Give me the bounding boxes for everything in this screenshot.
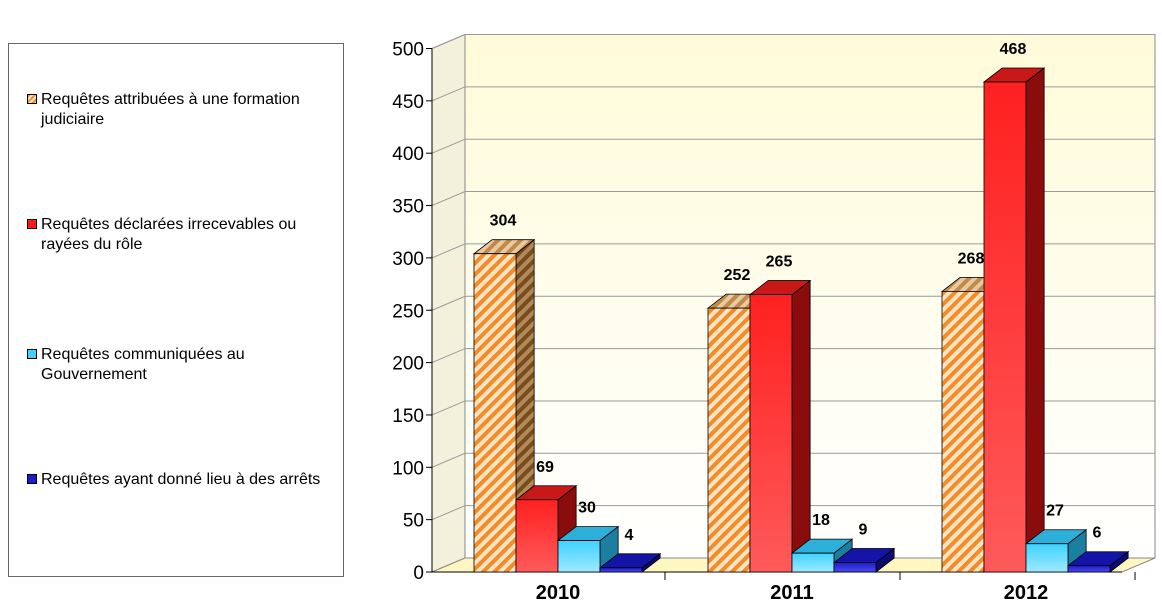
data-label: 69 [536, 459, 554, 476]
bar-2012-s2 [1025, 543, 1069, 573]
data-label: 30 [578, 500, 596, 517]
y-tick-label: 450 [392, 92, 424, 113]
x-tick-label: 2012 [1004, 582, 1049, 602]
data-label: 4 [625, 527, 634, 544]
gridline [431, 400, 1155, 416]
legend-item-communiquees: Requêtes communiquées au Gouvernement [27, 345, 339, 385]
y-tick-label: 0 [413, 563, 424, 584]
data-label: 268 [958, 250, 985, 267]
legend-item-irrecevables: Requêtes déclarées irrecevables ou rayée… [27, 215, 339, 255]
y-tick-label: 400 [392, 144, 424, 165]
gridline [431, 348, 1155, 364]
gridline [431, 138, 1155, 154]
bar-2010-s0 [473, 253, 517, 573]
data-label: 252 [724, 267, 751, 284]
legend-label: Requêtes déclarées irrecevables ou rayée… [41, 216, 297, 253]
y-tick-label: 50 [403, 511, 424, 532]
bar-2012-s0 [941, 291, 985, 573]
data-label: 9 [859, 522, 868, 539]
bar-2011-s2 [791, 552, 835, 573]
y-tick-label: 150 [392, 406, 424, 427]
y-tick-label: 250 [392, 301, 424, 322]
legend-item-arrets: Requêtes ayant donné lieu à des arrêts [27, 470, 339, 490]
legend-swatch-arrets [27, 474, 37, 484]
y-tick-label: 350 [392, 197, 424, 218]
bar-2011-s3 [833, 562, 877, 573]
data-label: 468 [1000, 41, 1027, 58]
x-tick-label: 2011 [770, 582, 813, 602]
bar-2010-s1 [515, 499, 559, 573]
legend-label: Requêtes ayant donné lieu à des arrêts [41, 471, 321, 488]
chart-legend: Requêtes attribuées à une formation judi… [8, 43, 344, 577]
bar-2012-s3 [1067, 565, 1111, 573]
gridline [431, 191, 1155, 207]
data-label: 304 [490, 213, 517, 230]
legend-swatch-communiquees [27, 349, 37, 359]
legend-item-attribuees: Requêtes attribuées à une formation judi… [27, 90, 339, 130]
gridline [431, 86, 1155, 102]
bar-2012-s1-side [1025, 67, 1045, 573]
bar-2011-s1 [749, 294, 793, 573]
legend-swatch-attribuees [27, 94, 37, 104]
bar-2010-s2 [557, 540, 601, 573]
data-label: 6 [1093, 525, 1102, 542]
x-tick-label: 2010 [536, 582, 581, 602]
gridline [431, 34, 1155, 49]
bar-2011-s0 [707, 307, 751, 573]
data-label: 265 [766, 254, 793, 271]
data-label: 27 [1046, 503, 1064, 520]
bar-2012-s1 [983, 81, 1027, 573]
data-label: 18 [812, 512, 830, 529]
legend-label: Requêtes attribuées à une formation judi… [41, 91, 300, 128]
legend-swatch-irrecevables [27, 219, 37, 229]
y-tick-label: 100 [392, 458, 424, 479]
y-tick-label: 200 [392, 354, 424, 375]
gridline [431, 452, 1155, 468]
gridline [431, 505, 1155, 521]
y-tick-label: 500 [392, 40, 424, 61]
legend-label: Requêtes communiquées au Gouvernement [41, 346, 245, 383]
y-tick-label: 300 [392, 249, 424, 270]
gridline [431, 295, 1155, 311]
gridline [431, 243, 1155, 259]
bar-2011-s1-side [791, 279, 811, 573]
bar-2010-s3 [599, 567, 643, 573]
